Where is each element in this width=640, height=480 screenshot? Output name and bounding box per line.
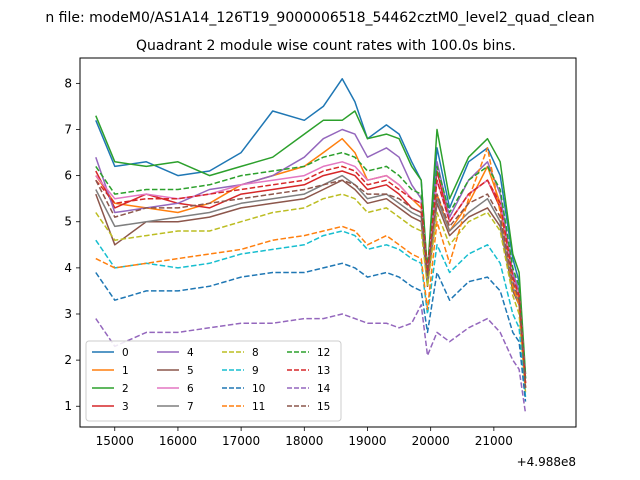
legend-label: 6 (187, 383, 194, 395)
y-tick-label: 1 (64, 399, 72, 413)
legend-label: 4 (187, 347, 194, 359)
legend-label: 2 (122, 383, 129, 395)
legend-label: 15 (317, 401, 330, 413)
legend-label: 1 (122, 365, 129, 377)
x-tick-label: 15000 (96, 434, 134, 448)
x-axis: 15000 16000 17000 18000 19000 20000 21000 (96, 427, 513, 448)
series-line-11 (95, 147, 527, 388)
series-lines (95, 78, 527, 414)
legend-label: 7 (187, 401, 194, 413)
legend-label: 8 (252, 347, 259, 359)
x-tick-label: 21000 (475, 434, 513, 448)
x-tick-label: 17000 (222, 434, 260, 448)
x-tick-label: 18000 (285, 434, 323, 448)
y-tick-label: 7 (64, 122, 72, 136)
y-axis: 1 2 3 4 5 6 7 8 (64, 76, 80, 413)
legend-label: 11 (252, 401, 265, 413)
y-tick-label: 3 (64, 307, 72, 321)
figure-suptitle: n file: modeM0/AS1A14_126T19_9000006518_… (45, 10, 594, 26)
y-tick-label: 4 (64, 261, 72, 275)
legend-label: 9 (252, 365, 259, 377)
chart-title: Quadrant 2 module wise count rates with … (136, 38, 516, 54)
x-tick-label: 20000 (412, 434, 450, 448)
y-tick-label: 6 (64, 169, 72, 183)
legend-frame (85, 340, 342, 422)
y-tick-label: 8 (64, 76, 72, 90)
series-line-2 (95, 110, 527, 375)
y-tick-label: 2 (64, 353, 72, 367)
series-line-8 (95, 193, 527, 393)
series-line-0 (95, 78, 527, 379)
legend-label: 14 (317, 383, 331, 395)
legend-label: 3 (122, 401, 129, 413)
legend-label: 13 (317, 365, 330, 377)
series-line-4 (95, 128, 527, 379)
legend-label: 10 (252, 383, 265, 395)
legend-label: 12 (317, 347, 330, 359)
x-tick-label: 19000 (348, 434, 386, 448)
series-line-10 (95, 262, 527, 402)
y-tick-label: 5 (64, 215, 72, 229)
legend-label: 5 (187, 365, 194, 377)
series-line-14 (95, 304, 527, 414)
series-line-9 (95, 230, 527, 398)
legend-label: 0 (122, 347, 129, 359)
x-offset-label: +4.988e8 (517, 455, 576, 469)
series-line-12 (95, 151, 527, 379)
series-line-13 (95, 165, 527, 384)
plot-frame (79, 57, 577, 428)
series-line-5 (95, 179, 527, 388)
series-line-15 (95, 179, 527, 388)
x-tick-label: 16000 (159, 434, 197, 448)
